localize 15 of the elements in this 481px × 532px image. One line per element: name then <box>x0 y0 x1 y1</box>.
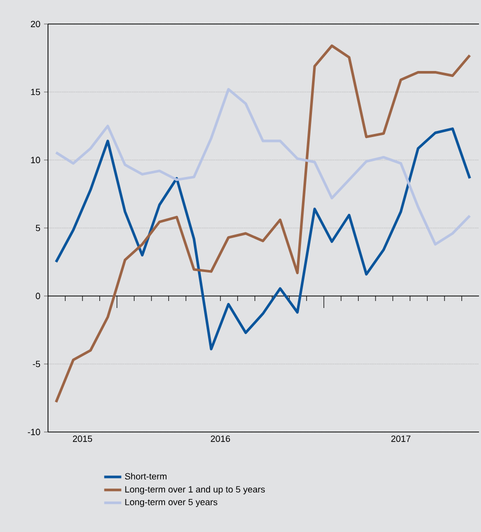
y-tick-label: 0 <box>36 292 40 300</box>
y-tick-label: 5 <box>36 224 40 232</box>
y-tick-label: 15 <box>31 88 40 96</box>
y-tick-label: -10 <box>28 428 40 436</box>
line-series <box>54 44 472 404</box>
y-tick-label: 10 <box>31 156 40 164</box>
x-tick-label: 2016 <box>210 436 230 442</box>
y-tick-label: -5 <box>32 360 40 368</box>
x-tick-label: 2015 <box>72 436 92 442</box>
legend-label: Long-term over 5 years <box>125 498 218 508</box>
x-tick-label: 2017 <box>391 436 410 442</box>
y-tick-label: 20 <box>30 20 40 28</box>
line-series <box>54 127 472 350</box>
legend-label: Short-term <box>124 472 166 480</box>
legend-label: Long-term over 1 and up to 5 years <box>125 486 265 494</box>
